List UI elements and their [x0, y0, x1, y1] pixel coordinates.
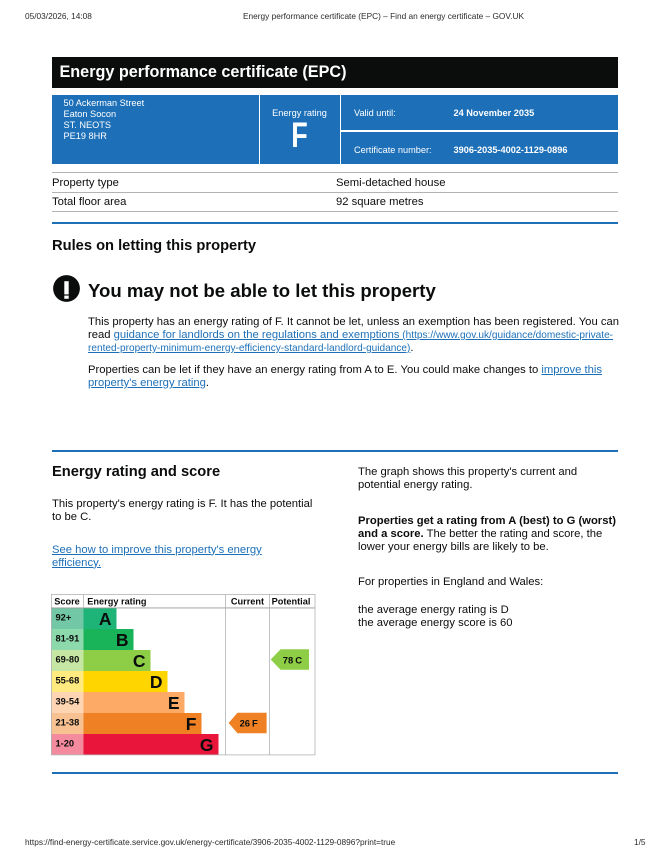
svg-text:21-38: 21-38: [56, 718, 80, 728]
svg-text:C: C: [133, 651, 146, 671]
svg-text:92+: 92+: [56, 613, 72, 623]
svg-text:Current: Current: [231, 597, 264, 607]
svg-text:69-80: 69-80: [56, 655, 80, 665]
svg-text:E: E: [168, 693, 180, 713]
svg-text:26: 26: [240, 718, 250, 729]
svg-text:1-20: 1-20: [56, 739, 75, 749]
svg-text:B: B: [116, 630, 129, 650]
svg-text:G: G: [200, 735, 214, 755]
svg-text:F: F: [186, 714, 197, 734]
svg-text:D: D: [150, 672, 163, 692]
svg-text:55-68: 55-68: [56, 676, 80, 686]
svg-text:81-91: 81-91: [56, 634, 80, 644]
svg-text:39-54: 39-54: [56, 697, 81, 707]
svg-text:78: 78: [283, 655, 293, 666]
svg-text:Potential: Potential: [272, 597, 311, 607]
svg-text:F: F: [252, 718, 258, 729]
svg-text:Score: Score: [54, 597, 80, 607]
svg-text:A: A: [99, 609, 112, 629]
svg-text:C: C: [295, 655, 302, 666]
svg-text:Energy rating: Energy rating: [87, 597, 146, 607]
